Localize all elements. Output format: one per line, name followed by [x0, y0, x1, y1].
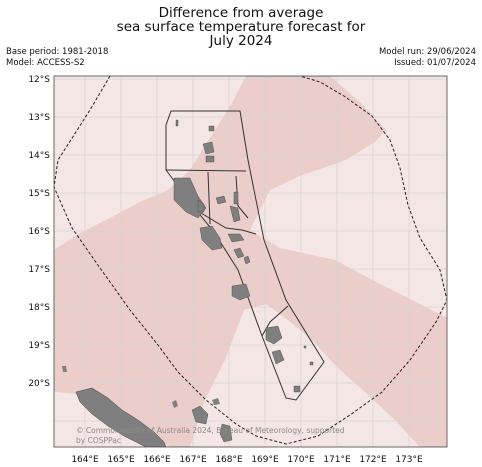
malo-island [197, 199, 205, 213]
model-name: Model: ACCESS-S2 [6, 58, 85, 68]
new-caledonia-islet [62, 366, 67, 372]
map-frame [53, 75, 448, 448]
aneityum-island [293, 385, 301, 393]
lon-label-173e: 173°E [395, 455, 423, 465]
model-run: Model run: 29/06/2024 [378, 47, 476, 57]
lon-label-169e: 169°E [251, 455, 279, 465]
lat-label-20s: 20°S [28, 379, 50, 389]
credit-line-1: © Commonwealth of Australia 2024, Bureau… [76, 426, 345, 435]
lon-label-172e: 172°E [359, 455, 387, 465]
epi-island [233, 247, 245, 259]
base-period: Base period: 1981-2018 [6, 47, 109, 57]
lat-label-18s: 18°S [28, 303, 50, 313]
longitude-labels: 164°E 165°E 166°E 167°E 168°E 169°E 170°… [71, 455, 423, 465]
ambae-island [215, 195, 227, 205]
eez-boundary [54, 76, 447, 445]
banks-island-2 [202, 141, 215, 155]
shepherd-island [243, 255, 251, 265]
loyalty-island-1 [172, 400, 178, 408]
tanna-island [271, 349, 285, 365]
torres-island [175, 119, 179, 127]
anomaly-band [54, 76, 447, 447]
lon-label-171e: 171°E [323, 455, 351, 465]
banks-island-1 [208, 125, 215, 132]
lon-label-165e: 165°E [107, 455, 135, 465]
meta-left: Base period: 1981-2018 Model: ACCESS-S2 [6, 47, 108, 69]
lon-label-164e: 164°E [71, 455, 99, 465]
futuna-island [309, 361, 314, 366]
meta-right: Model run: 29/06/2024 Issued: 01/07/2024 [379, 47, 476, 69]
lat-label-15s: 15°S [28, 189, 50, 199]
banks-island-3 [205, 155, 215, 163]
new-caledonia-island [75, 387, 167, 447]
lon-label-166e: 166°E [143, 455, 171, 465]
issued-date: Issued: 01/07/2024 [394, 58, 476, 68]
loyalty-island-4 [212, 398, 220, 405]
maewo-island [233, 191, 239, 205]
lon-label-167e: 167°E [179, 455, 207, 465]
lat-label-14s: 14°S [28, 151, 50, 161]
efate-island [231, 283, 251, 301]
lon-label-168e: 168°E [215, 455, 243, 465]
map-title: Difference from average sea surface temp… [0, 6, 482, 48]
credit-line-2: by COSPPac [76, 436, 121, 445]
vanuatu-islands [173, 119, 314, 393]
erromango-island [265, 325, 283, 345]
title-line-1: Difference from average [158, 5, 324, 21]
map-area: © Commonwealth of Australia 2024, Bureau… [54, 76, 447, 447]
title-line-2: sea surface temperature forecast for [116, 19, 366, 35]
aniwa-island [303, 345, 307, 349]
malekula-island [199, 225, 223, 251]
loyalty-island-3 [219, 423, 233, 443]
ambrym-island [227, 233, 245, 243]
lat-label-16s: 16°S [28, 227, 50, 237]
latitude-labels: 12°S 13°S 14°S 15°S 16°S 17°S 18°S 19°S … [28, 75, 50, 389]
loyalty-island-2 [191, 405, 209, 425]
graticule [54, 76, 447, 447]
pentecost-island [229, 205, 241, 223]
lat-label-19s: 19°S [28, 341, 50, 351]
lat-label-17s: 17°S [28, 265, 50, 275]
lat-label-12s: 12°S [28, 75, 50, 85]
lat-label-13s: 13°S [28, 113, 50, 123]
lon-label-170e: 170°E [287, 455, 315, 465]
title-line-3: July 2024 [209, 33, 273, 49]
